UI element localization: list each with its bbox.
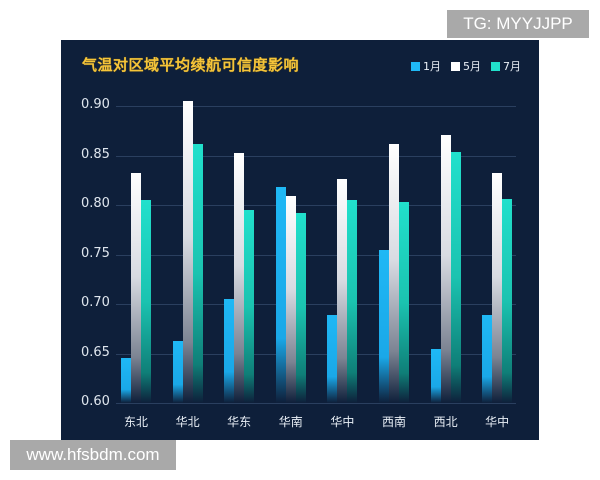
- y-tick-label: 0.90: [81, 97, 110, 112]
- bar-jul: [502, 199, 513, 403]
- bar-may: [440, 134, 451, 403]
- tg-watermark: TG: MYYJJPP: [447, 10, 589, 38]
- bar-jan: [121, 358, 131, 403]
- legend-item-jan: 1月: [411, 58, 441, 74]
- bar-jul: [399, 202, 409, 403]
- x-tick-label: 华东: [227, 415, 252, 429]
- y-tick-label: 0.70: [81, 295, 110, 310]
- bar-jan: [327, 314, 338, 403]
- y-tick-label: 0.80: [81, 196, 110, 211]
- bar-may: [492, 173, 503, 403]
- y-tick-label: 0.75: [81, 245, 110, 261]
- bar-may: [337, 179, 348, 403]
- bar-may: [131, 173, 141, 403]
- bar-jan: [379, 249, 389, 403]
- chart-panel: 气温对区域平均续航可信度影响 1月 5月 7月 0.90 0.85 0.80 0.75…: [61, 40, 539, 440]
- x-tick-label: 东北: [123, 415, 148, 429]
- x-tick-label: 西北: [433, 415, 458, 429]
- legend-swatch-jul: [491, 61, 500, 71]
- bar-jul: [295, 212, 306, 403]
- legend-label: 5月: [463, 60, 481, 73]
- y-tick-label: 0.85: [81, 146, 110, 162]
- gridline: [116, 205, 516, 206]
- bar-jul: [244, 209, 255, 403]
- bar-jan: [482, 314, 493, 403]
- plot-area: 0.90 0.85 0.80 0.75 0.70 0.65 0.60 东北 华北 华东 华南 华中 西南…: [61, 40, 539, 440]
- bar-jan: [172, 340, 183, 403]
- bar-may: [182, 101, 193, 403]
- legend-swatch-may: [451, 61, 460, 71]
- y-tick-label: 0.60: [81, 394, 110, 409]
- bar-may: [389, 143, 399, 403]
- gridline: [116, 254, 516, 256]
- bar-may: [285, 196, 296, 403]
- gridline: [116, 304, 516, 305]
- gridline: [116, 106, 516, 107]
- x-tick-label: 华北: [175, 415, 200, 429]
- x-tick-label: 西南: [381, 415, 406, 429]
- bar-jul: [347, 200, 358, 403]
- legend-item-may: 5月: [451, 58, 481, 74]
- bar-jul: [450, 151, 461, 403]
- x-tick-label: 华中: [485, 415, 510, 429]
- legend-label: 7月: [503, 60, 521, 73]
- site-watermark: www.hfsbdm.com: [10, 440, 176, 470]
- x-tick-label: 华南: [278, 415, 303, 429]
- legend-swatch-jan: [411, 61, 420, 71]
- x-tick-label: 华中: [330, 415, 355, 429]
- y-tick-label: 0.65: [81, 344, 110, 360]
- bar-jan: [224, 299, 235, 403]
- chart-legend: 1月 5月 7月: [411, 58, 521, 74]
- bar-jan: [430, 348, 441, 403]
- gridline: [116, 155, 516, 157]
- gridline: [116, 353, 516, 355]
- bar-jan: [275, 187, 286, 403]
- bar-jul: [192, 143, 203, 403]
- legend-label: 1月: [423, 60, 441, 73]
- legend-item-jul: 7月: [491, 58, 521, 74]
- chart-title: 气温对区域平均续航可信度影响: [82, 56, 300, 74]
- gridline: [116, 403, 516, 404]
- bar-jul: [141, 200, 151, 403]
- bar-may: [234, 152, 245, 403]
